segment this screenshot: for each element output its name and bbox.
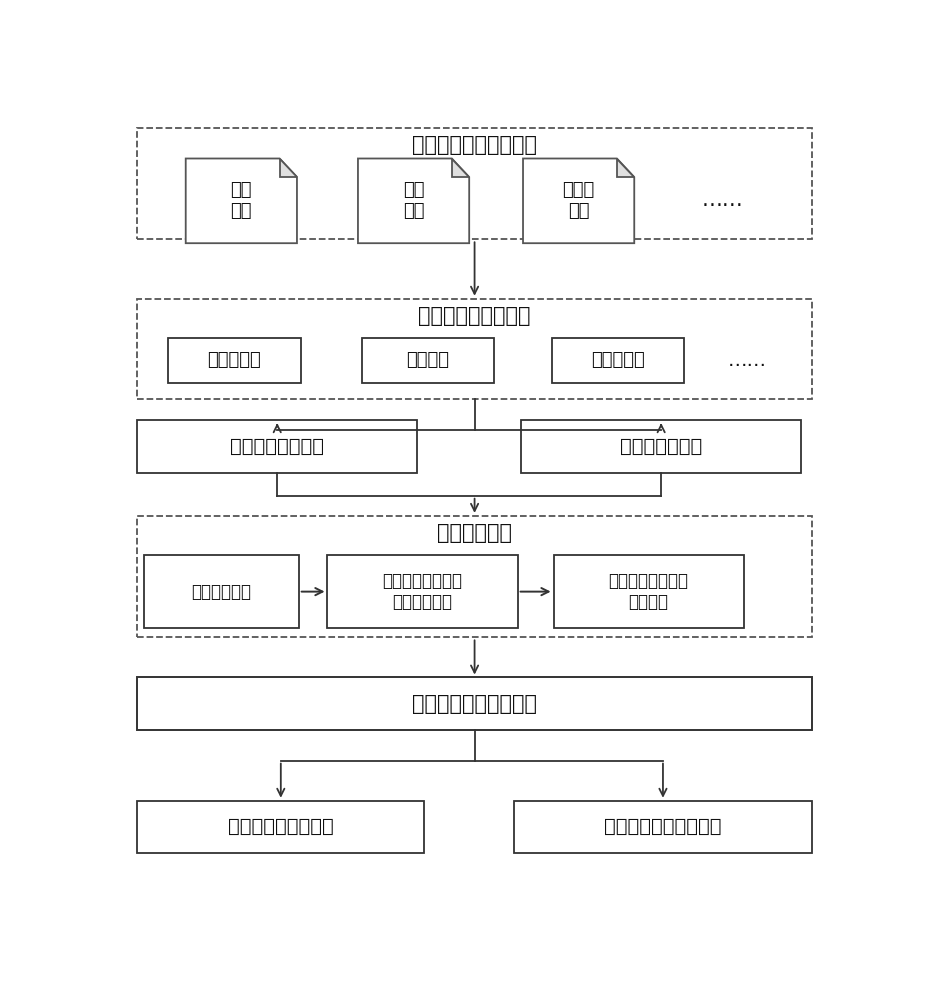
Bar	[361, 338, 494, 383]
Text: 海洋环境数据预处理: 海洋环境数据预处理	[419, 306, 531, 326]
Text: 浮标
数据: 浮标 数据	[403, 181, 424, 220]
Text: ……: ……	[728, 351, 767, 370]
Text: 海洋环境监测数据
空间布样: 海洋环境监测数据 空间布样	[608, 572, 689, 611]
Text: 多源海洋环境监测数据: 多源海洋环境监测数据	[412, 135, 537, 155]
Text: 基于空间自相关的
优化抽样方法: 基于空间自相关的 优化抽样方法	[382, 572, 463, 611]
Text: 空间位置信息提取: 空间位置信息提取	[231, 437, 324, 456]
Text: 抽样结果的趋势面分析: 抽样结果的趋势面分析	[604, 817, 721, 836]
Bar	[552, 338, 684, 383]
Bar	[137, 516, 812, 637]
Text: 抽样方法精度对比分析: 抽样方法精度对比分析	[412, 694, 537, 714]
Bar	[168, 338, 301, 383]
Bar	[137, 299, 812, 399]
Bar	[328, 555, 518, 628]
Text: 投影转换: 投影转换	[407, 351, 449, 369]
Bar	[137, 801, 424, 853]
Text: 抽样结果的分差剖析: 抽样结果的分差剖析	[228, 817, 333, 836]
Text: 调查船
数据: 调查船 数据	[562, 181, 594, 220]
Polygon shape	[358, 158, 469, 243]
Text: 遥感
数据: 遥感 数据	[231, 181, 252, 220]
Bar	[144, 555, 299, 628]
Text: 空间相关搜索: 空间相关搜索	[192, 583, 252, 601]
Text: 空间抽样方法: 空间抽样方法	[437, 523, 512, 543]
Bar	[554, 555, 744, 628]
Bar	[514, 801, 812, 853]
Polygon shape	[186, 158, 297, 243]
Text: 属性信息标准化: 属性信息标准化	[620, 437, 702, 456]
Bar	[137, 420, 418, 473]
Polygon shape	[452, 158, 469, 177]
Polygon shape	[617, 158, 634, 177]
Bar	[521, 420, 801, 473]
Text: ……: ……	[701, 190, 743, 210]
Text: 格式统一化: 格式统一化	[207, 351, 261, 369]
Bar	[137, 677, 812, 730]
Polygon shape	[523, 158, 634, 243]
Text: 精度统一化: 精度统一化	[591, 351, 645, 369]
Polygon shape	[280, 158, 297, 177]
Bar	[137, 128, 812, 239]
